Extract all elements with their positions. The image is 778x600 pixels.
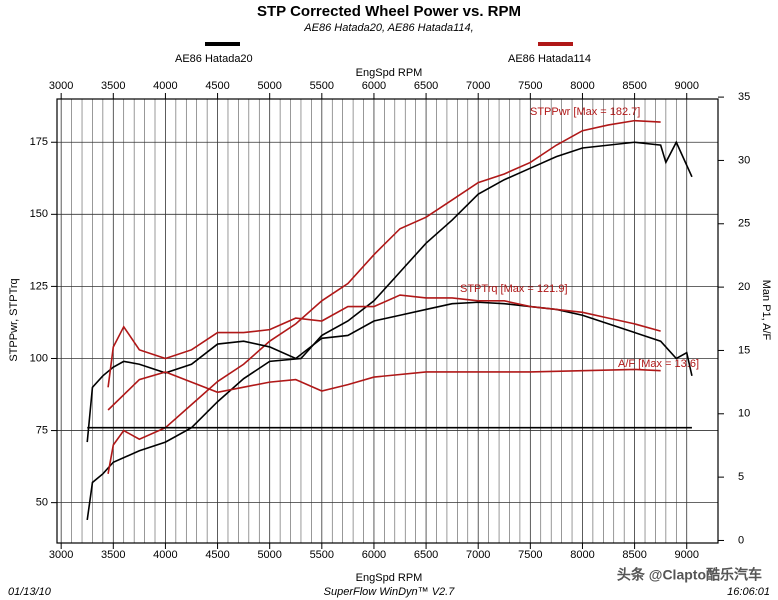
- x-tick-label: 3500: [101, 80, 125, 92]
- y-tick-label: 125: [30, 280, 48, 292]
- y2-tick-label: 30: [738, 154, 750, 166]
- y-tick-label: 50: [36, 497, 48, 509]
- y-tick-label: 100: [30, 352, 48, 364]
- x-axis-label: EngSpd RPM: [356, 572, 423, 584]
- data-line: [107, 294, 661, 388]
- x-tick-label: 8000: [570, 549, 594, 561]
- x-tick-label: 9000: [674, 80, 698, 92]
- footer-time: 16:06:01: [727, 586, 770, 598]
- x-tick-label: 5000: [257, 80, 281, 92]
- annotation: STPTrq [Max = 121.9]: [460, 283, 568, 295]
- x-tick-label: 7500: [518, 549, 542, 561]
- annotation: STPPwr [Max = 182.7]: [530, 106, 640, 118]
- x-tick-label: 5500: [310, 549, 334, 561]
- y-tick-label: 150: [30, 208, 48, 220]
- annotation: A/F [Max = 13.6]: [618, 358, 699, 370]
- legend-label: AE86 Hatada114: [508, 53, 591, 65]
- y2-tick-label: 20: [738, 281, 750, 293]
- x-tick-label: 4000: [153, 80, 177, 92]
- footer-software: SuperFlow WinDyn™ V2.7: [324, 586, 456, 598]
- x-tick-label: 6000: [362, 80, 386, 92]
- y2-tick-label: 25: [738, 218, 750, 230]
- data-line: [86, 140, 693, 521]
- x-tick-label: 3500: [101, 549, 125, 561]
- watermark: 头条 @Clapto酷乐汽车: [617, 567, 762, 583]
- y-axis-label: STPPwr, STPTrq: [8, 278, 20, 361]
- x-tick-label: 7000: [466, 80, 490, 92]
- y2-tick-label: 15: [738, 344, 750, 356]
- data-line: [107, 119, 661, 474]
- x-tick-label: 3000: [49, 80, 73, 92]
- x-tick-label: 5500: [310, 80, 334, 92]
- x-tick-label: 4500: [205, 549, 229, 561]
- x-tick-label: 6500: [414, 549, 438, 561]
- y-tick-label: 75: [36, 424, 48, 436]
- x-tick-label: 6500: [414, 80, 438, 92]
- y2-tick-label: 5: [738, 471, 744, 483]
- x-tick-label: 8000: [570, 80, 594, 92]
- legend-label: AE86 Hatada20: [175, 53, 253, 65]
- x-tick-label: 4000: [153, 549, 177, 561]
- x-tick-label: 7000: [466, 549, 490, 561]
- x-tick-label: 8500: [622, 80, 646, 92]
- data-line: [86, 301, 693, 443]
- x-tick-label: 4500: [205, 80, 229, 92]
- x-tick-label: 9000: [674, 549, 698, 561]
- x-axis-label: EngSpd RPM: [356, 67, 423, 79]
- footer-date: 01/13/10: [8, 586, 52, 598]
- y2-tick-label: 10: [738, 408, 750, 420]
- y2-tick-label: 0: [738, 534, 744, 546]
- data-line: [107, 368, 661, 411]
- chart-title: STP Corrected Wheel Power vs. RPM: [257, 3, 521, 20]
- x-tick-label: 5000: [257, 549, 281, 561]
- x-tick-label: 7500: [518, 80, 542, 92]
- y2-axis-label: Man P1, A/F: [760, 280, 772, 341]
- x-tick-label: 8500: [622, 549, 646, 561]
- chart-subtitle: AE86 Hatada20, AE86 Hatada114,: [303, 22, 473, 34]
- y2-tick-label: 35: [738, 91, 750, 103]
- plot-frame: [56, 98, 719, 544]
- x-tick-label: 6000: [362, 549, 386, 561]
- x-tick-label: 3000: [49, 549, 73, 561]
- y-tick-label: 175: [30, 136, 48, 148]
